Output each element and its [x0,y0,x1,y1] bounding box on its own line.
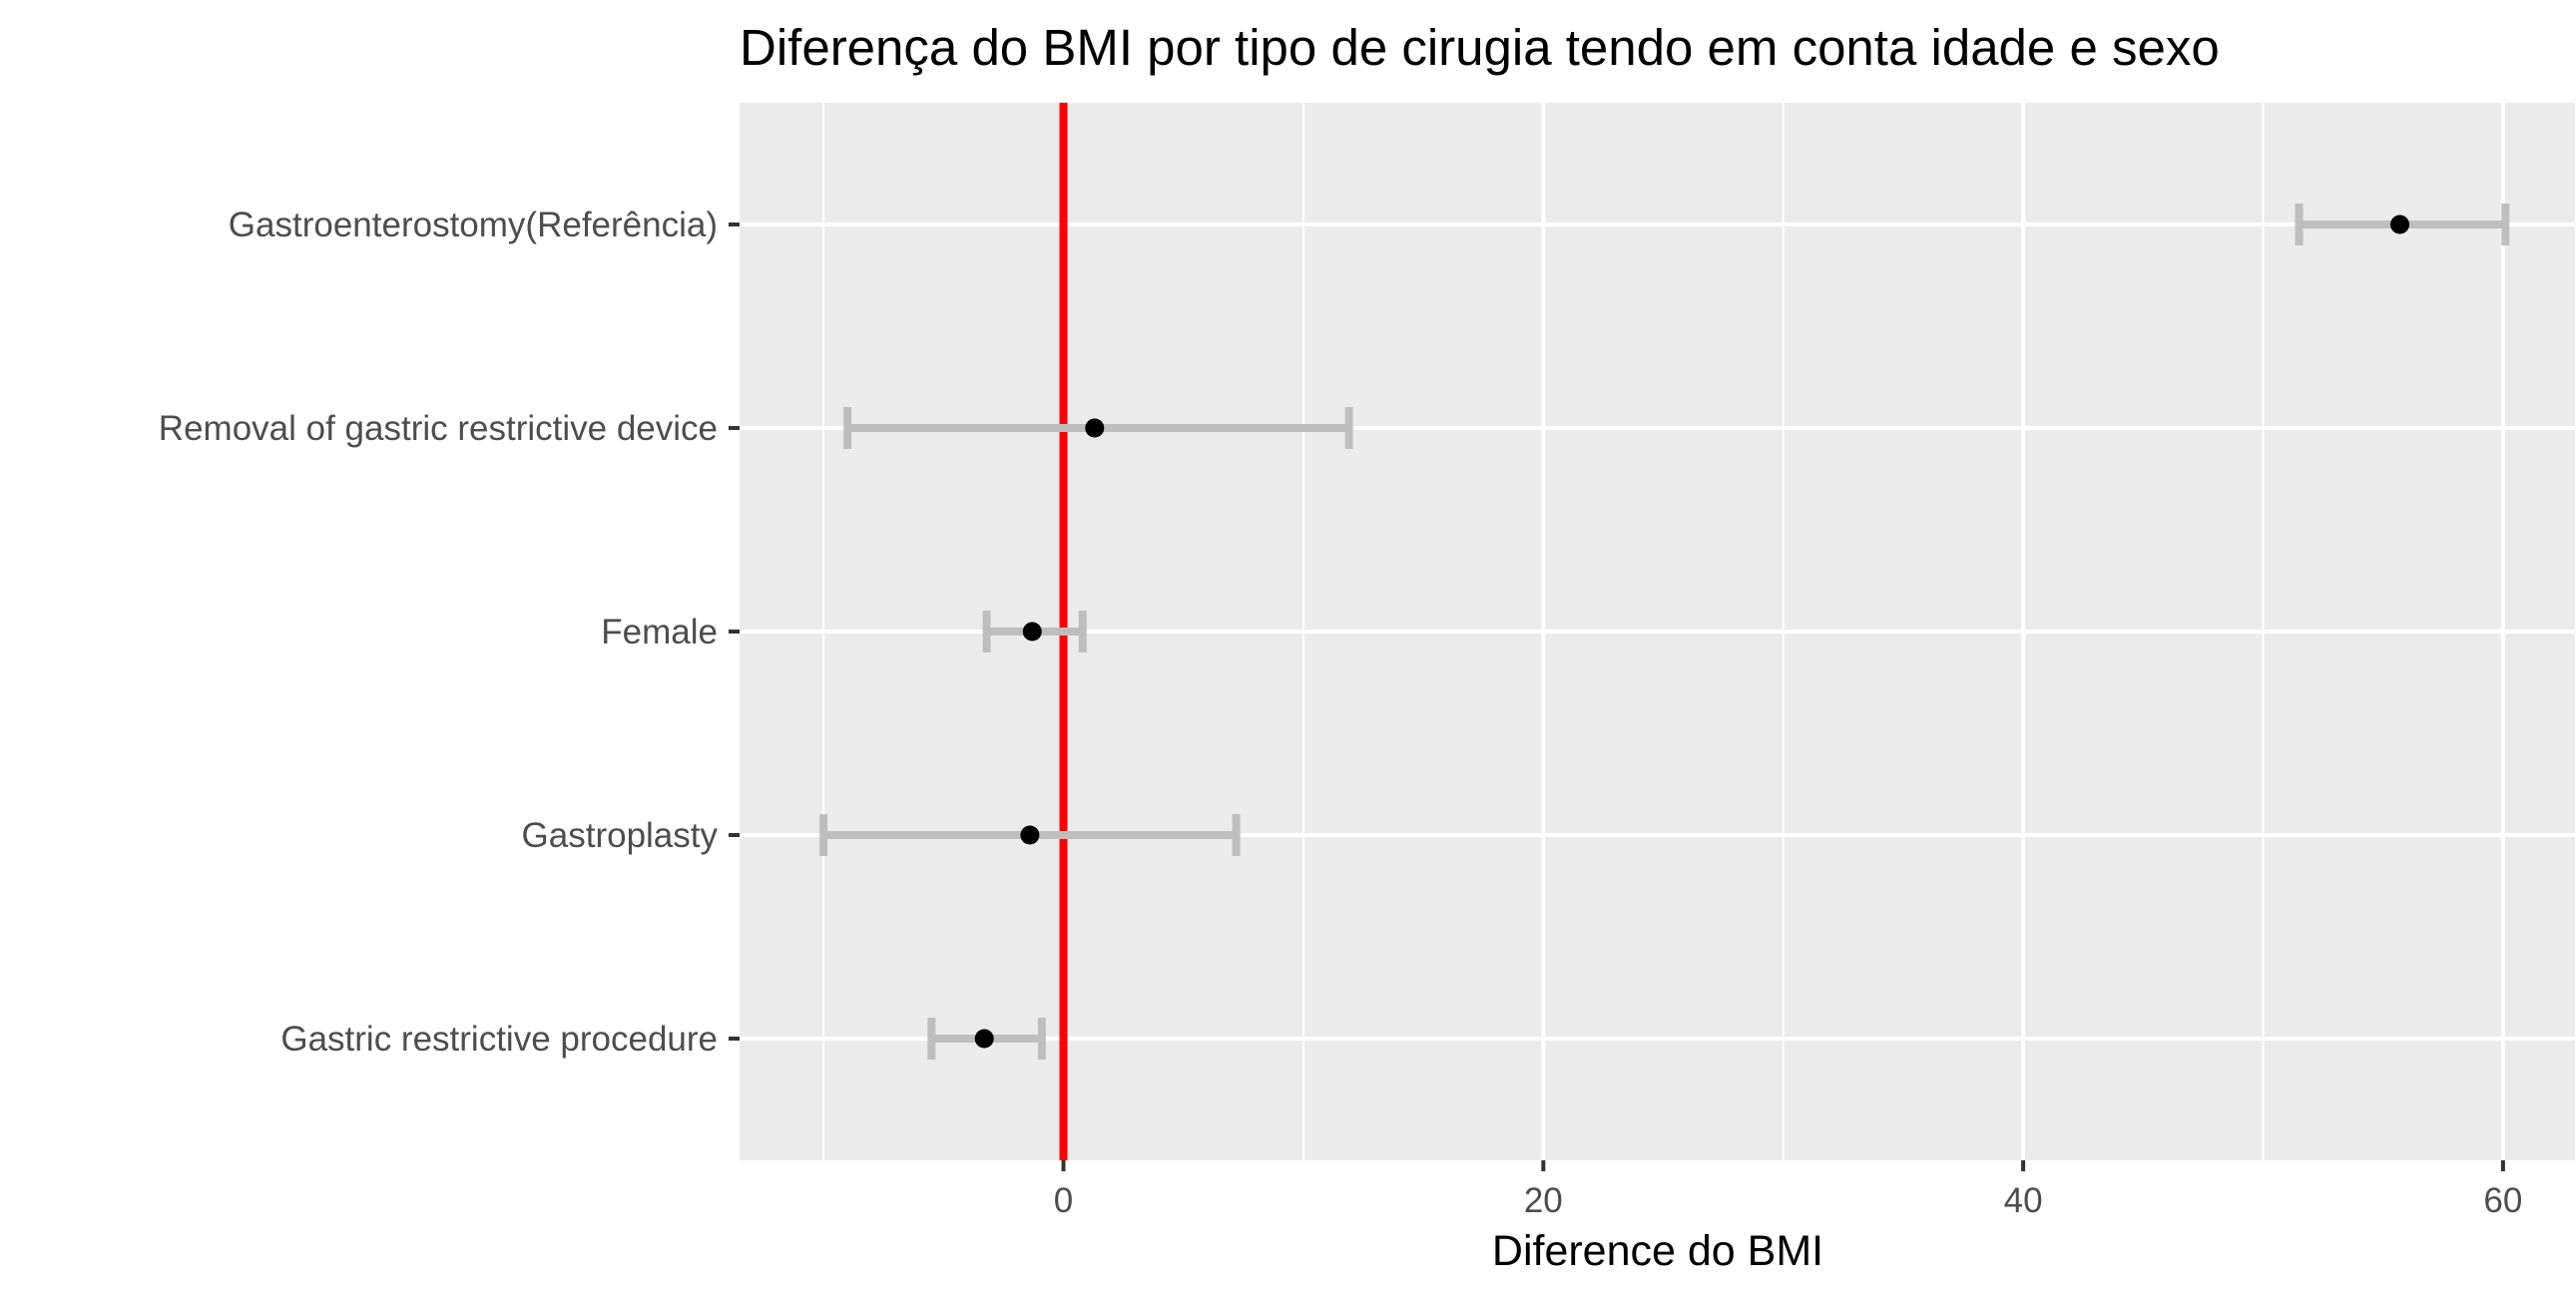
x-tick-label: 40 [2004,1181,2043,1220]
chart-title: Diferença do BMI por tipo de cirugia ten… [740,19,2220,76]
x-tick-label: 60 [2483,1181,2522,1220]
estimate-point [1085,418,1105,438]
estimate-points [974,215,2410,1049]
estimate-point [1022,622,1042,642]
x-tick-label: 20 [1524,1181,1563,1220]
y-axis: Gastroenterostomy(Referência) Removal of … [159,206,740,1059]
x-axis: 0 20 40 60 [1054,1160,2522,1220]
estimate-point [1020,825,1040,845]
estimate-point [974,1029,994,1049]
y-tick-label: Female [601,613,718,651]
y-tick-label: Gastroplasty [522,816,719,855]
x-tick-label: 0 [1054,1181,1073,1220]
estimate-point [2390,215,2410,234]
y-tick-label: Removal of gastric restrictive device [159,409,718,448]
y-tick-label: Gastroenterostomy(Referência) [229,206,718,244]
y-tick-label: Gastric restrictive procedure [280,1020,718,1059]
x-axis-title: Diference do BMI [1492,1227,1823,1275]
